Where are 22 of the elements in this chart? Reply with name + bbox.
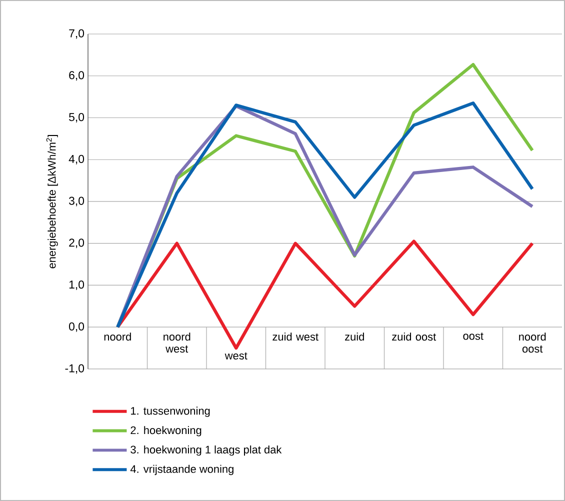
x-tick-label: noord west — [164, 332, 190, 353]
legend-label: 1. tussenwoning — [131, 406, 210, 417]
legend-label: 4. vrijstaande woning — [130, 464, 234, 476]
x-tick-label: noord oost — [519, 332, 546, 353]
legend-label: 3. hoekwoning 1 laags plat dak — [130, 445, 282, 456]
y-tick-label: -1,0 — [65, 364, 84, 374]
y-tick-label: 1,0 — [69, 280, 84, 290]
y-tick-label: 2,0 — [69, 238, 84, 248]
y-tick-label: 3,0 — [69, 196, 84, 206]
x-tick-label: oost — [463, 332, 484, 340]
x-tick-label: zuid — [345, 332, 364, 341]
x-tick-label: zuid oost — [392, 332, 436, 341]
y-tick-label: 4,0 — [68, 154, 84, 164]
y-tick-label: 5,0 — [69, 113, 84, 122]
y-tick-label: 7,0 — [69, 29, 84, 39]
x-tick-label: west — [224, 352, 248, 360]
x-tick-label: zuid west — [272, 332, 318, 341]
legend-label: 2. hoekwoning — [130, 426, 202, 436]
y-tick-label: 0,0 — [69, 322, 84, 332]
x-tick-label: noord — [104, 332, 131, 341]
y-tick-label: 6,0 — [69, 71, 84, 81]
y-axis-title: energiebehoefte [ΔkWh/m$^{2}$] — [46, 135, 58, 268]
